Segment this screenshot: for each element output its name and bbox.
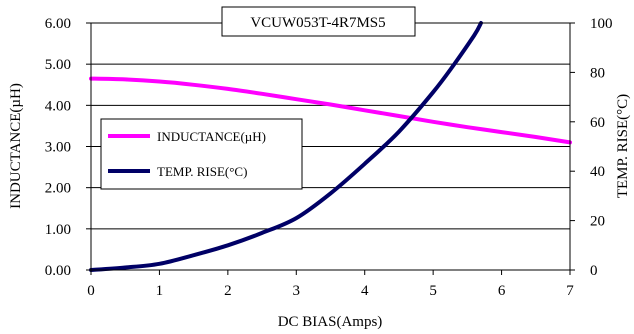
x-tick-label: 0 bbox=[87, 283, 95, 299]
x-tick-label: 6 bbox=[498, 283, 506, 299]
series-line-inductance bbox=[89, 76, 572, 145]
x-axis-title: DC BIAS(Amps) bbox=[278, 314, 383, 330]
y-tick-label: 6.00 bbox=[45, 16, 71, 32]
y2-tick-label: 80 bbox=[590, 65, 605, 81]
legend: INDUCTANCE(µH) TEMP. RISE(°C) bbox=[100, 118, 303, 190]
chart-title-box: VCUW053T-4R7MS5 bbox=[221, 6, 416, 37]
y-tick-label: 0.00 bbox=[45, 263, 71, 279]
y2-axis-title: TEMP. RISE(°C) bbox=[615, 94, 631, 198]
legend-frame bbox=[100, 118, 303, 190]
x-axis-ticks: 0 1 2 3 4 5 6 7 bbox=[87, 270, 574, 299]
x-tick-label: 3 bbox=[293, 283, 301, 299]
y-tick-label: 3.00 bbox=[45, 140, 71, 156]
x-tick-label: 1 bbox=[156, 283, 164, 299]
legend-label-temp-rise: TEMP. RISE(°C) bbox=[157, 164, 247, 179]
y2-tick-label: 40 bbox=[590, 164, 605, 180]
y2-tick-label: 20 bbox=[590, 214, 605, 230]
x-tick-label: 4 bbox=[361, 283, 369, 299]
y-axis-ticks: 0.00 1.00 2.00 3.00 4.00 5.00 6.00 bbox=[45, 16, 91, 279]
y2-axis-ticks: 0 20 40 60 80 100 bbox=[570, 16, 613, 279]
y2-tick-label: 100 bbox=[590, 16, 613, 32]
chart-title: VCUW053T-4R7MS5 bbox=[250, 15, 385, 31]
x-tick-label: 5 bbox=[429, 283, 437, 299]
x-tick-label: 7 bbox=[566, 283, 574, 299]
chart-title-frame bbox=[221, 6, 416, 37]
y-tick-label: 2.00 bbox=[45, 181, 71, 197]
y-tick-label: 1.00 bbox=[45, 222, 71, 238]
y-tick-label: 4.00 bbox=[45, 98, 71, 114]
y2-tick-label: 0 bbox=[590, 263, 598, 279]
x-tick-label: 2 bbox=[224, 283, 232, 299]
y-tick-label: 5.00 bbox=[45, 57, 71, 73]
series-layer bbox=[89, 21, 572, 272]
series-line-temp-rise bbox=[89, 21, 483, 272]
y2-tick-label: 60 bbox=[590, 115, 605, 131]
legend-label-inductance: INDUCTANCE(µH) bbox=[157, 129, 266, 144]
y-axis-title: INDUCTANCE(µH) bbox=[8, 83, 24, 209]
